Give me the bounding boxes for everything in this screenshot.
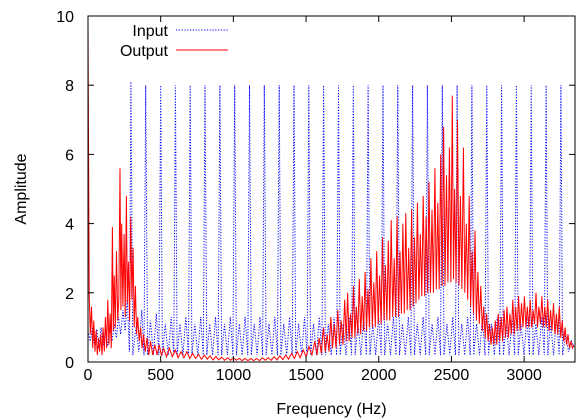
- x-tick-label: 500: [147, 367, 174, 384]
- legend-label-output: Output: [120, 43, 169, 60]
- x-tick-label: 0: [84, 367, 93, 384]
- x-tick-label: 2500: [434, 367, 470, 384]
- series-line-output: [87, 22, 575, 362]
- series-line-input: [87, 81, 575, 356]
- series-layer: [87, 22, 575, 362]
- y-tick-label: 6: [65, 147, 74, 164]
- x-axis-label: Frequency (Hz): [276, 401, 386, 418]
- y-axis-label: Amplitude: [13, 153, 30, 224]
- y-tick-label: 4: [65, 217, 74, 234]
- y-tick-label: 2: [65, 286, 74, 303]
- x-tick-label: 1500: [288, 367, 324, 384]
- x-tick-label: 2000: [361, 367, 397, 384]
- y-tick-label: 10: [56, 9, 74, 26]
- plot-frame: [87, 15, 576, 363]
- y-tick-label: 0: [65, 355, 74, 372]
- x-tick-label: 3000: [506, 367, 542, 384]
- legend: Input Output: [120, 23, 228, 60]
- x-tick-label: 1000: [216, 367, 252, 384]
- y-tick-label: 8: [65, 78, 74, 95]
- ticks-layer: 0 500 1000 1500 2000 2500 3000 0 2 4 6 8 10: [56, 9, 575, 384]
- legend-label-input: Input: [132, 23, 168, 40]
